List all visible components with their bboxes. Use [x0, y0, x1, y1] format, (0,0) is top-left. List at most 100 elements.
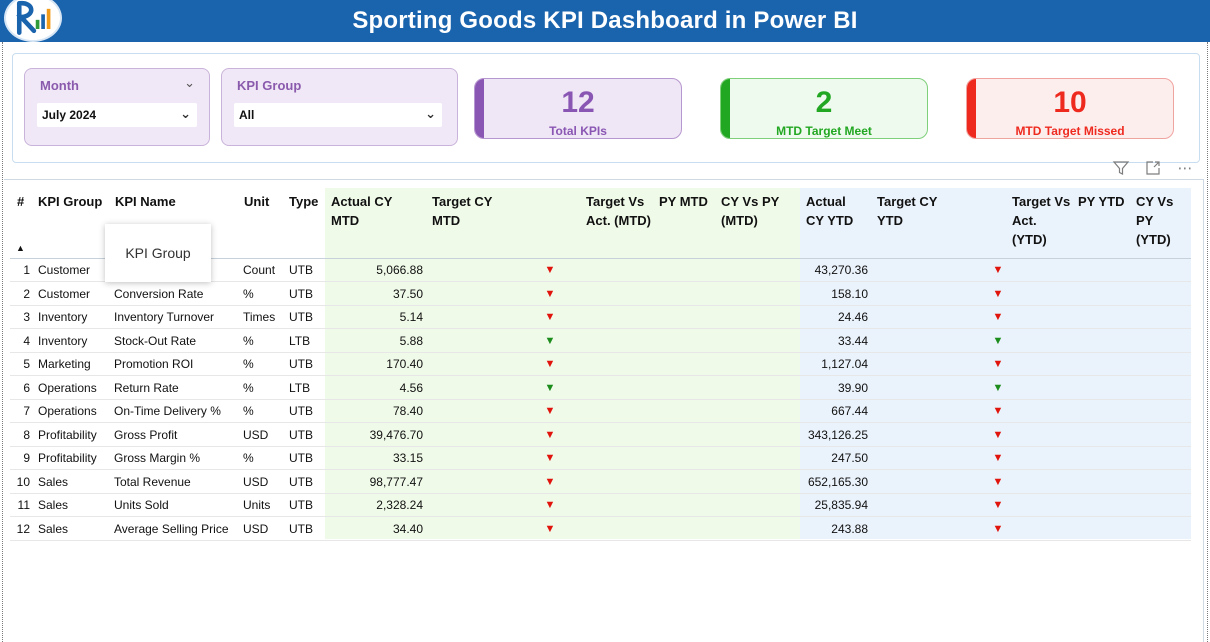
type-cell: UTB: [289, 263, 313, 277]
triangle-down-icon: ▼: [544, 358, 556, 370]
triangle-down-icon: ▼: [544, 475, 556, 488]
slicer-collapse-icon[interactable]: ⌄: [184, 75, 195, 90]
kpi-name-cell: Stock-Out Rate: [114, 333, 197, 348]
table-row[interactable]: 12 Sales Average Selling Price USD UTB 34.40 2…: [10, 518, 1191, 541]
actual-cy-ytd-cell: 343,126.25: [807, 427, 868, 442]
triangle-down-icon: ▼: [992, 287, 1004, 300]
col-header-target-vs-act-mtd[interactable]: Target Vs Act. (MTD): [586, 194, 651, 228]
col-header-kpi-name[interactable]: KPI Name: [115, 194, 176, 209]
mtd-target-meet-value: 2: [815, 86, 833, 119]
kpi-group-cell: Inventory: [38, 310, 88, 324]
actual-cy-mtd-cell: 39,476.70: [369, 427, 423, 442]
card-accent-bar: [475, 79, 484, 138]
kpi-group-cell: Marketing: [38, 357, 91, 371]
actual-cy-ytd-cell: 158.10: [831, 286, 868, 301]
type-cell: UTB: [289, 310, 313, 324]
visual-header-toolbar: ⋯: [1110, 158, 1196, 178]
column-tooltip: KPI Group: [105, 224, 211, 282]
table-row[interactable]: 7 Operations On-Time Delivery %% UTB 78.40 66…: [10, 400, 1191, 423]
kpi-name-cell: Average Selling Price: [114, 521, 229, 536]
table-row[interactable]: 2 Customer Conversion Rate% UTB 37.50 158.10 ▼…: [10, 283, 1191, 306]
month-dropdown[interactable]: July 2024 ⌄: [37, 103, 197, 127]
row-number: 12: [16, 521, 30, 536]
unit-cell: %: [243, 451, 254, 465]
actual-cy-mtd-cell: 5,066.88: [376, 263, 423, 277]
table-header-divider: [10, 258, 1191, 259]
mtd-column-band: [325, 188, 800, 539]
type-cell: LTB: [289, 380, 311, 395]
kpi-group-slicer: KPI Group All ⌄: [221, 68, 458, 146]
actual-cy-mtd-cell: 98,777.47: [369, 474, 423, 489]
ytd-column-band: [800, 188, 1191, 539]
kpi-group-cell: Sales: [38, 474, 69, 489]
table-row[interactable]: 9 Profitability Gross Margin %% UTB 33.15 247…: [10, 447, 1191, 470]
card-accent-bar: [967, 79, 976, 138]
table-row[interactable]: 10 Sales Total Revenue USD UTB 98,777.47 652,1…: [10, 471, 1191, 494]
kpi-group-cell: Profitability: [38, 427, 97, 442]
focus-mode-icon[interactable]: [1142, 158, 1164, 178]
unit-cell: %: [243, 286, 254, 301]
table-row[interactable]: 8 Profitability Gross Profit USD UTB 39,476.7…: [10, 424, 1191, 447]
kpi-group-cell: Customer: [38, 286, 91, 301]
mtd-target-missed-label: MTD Target Missed: [1015, 124, 1125, 138]
col-header-target-cy-ytd[interactable]: Target CY YTD: [877, 194, 938, 228]
dashboard-header: Sporting Goods KPI Dashboard in Power BI: [0, 0, 1210, 42]
col-header-py-ytd[interactable]: PY YTD: [1078, 194, 1125, 209]
col-header-cy-vs-py-ytd[interactable]: CY Vs PY (YTD): [1136, 194, 1174, 247]
col-header-unit[interactable]: Unit: [244, 194, 270, 209]
unit-cell: Times: [243, 310, 276, 324]
type-cell: UTB: [289, 286, 313, 301]
actual-cy-mtd-cell: 37.50: [392, 286, 423, 301]
type-cell: UTB: [289, 427, 313, 442]
more-options-icon[interactable]: ⋯: [1177, 160, 1193, 177]
triangle-down-icon: ▼: [544, 287, 556, 300]
table-row[interactable]: 5 Marketing Promotion ROI% UTB 170.40 1,127.0…: [10, 353, 1191, 376]
col-header-target-cy-mtd[interactable]: Target CY MTD: [432, 194, 493, 228]
table-row[interactable]: 4 Inventory Stock-Out Rate% LTB 5.88 33.44 ▼ ▼: [10, 330, 1191, 353]
report-canvas: [2, 42, 1208, 642]
table-row[interactable]: 3 Inventory Inventory Turnover Times UTB 5.14…: [10, 306, 1191, 329]
row-number: 2: [23, 286, 30, 301]
unit-cell: USD: [243, 521, 269, 536]
kpi-group-cell: Operations: [38, 380, 97, 395]
triangle-down-icon: ▼: [992, 311, 1004, 323]
actual-cy-ytd-cell: 247.50: [831, 451, 868, 465]
triangle-down-icon: ▼: [992, 405, 1004, 417]
kpi-name-cell: Gross Profit: [114, 427, 178, 442]
company-logo-icon: [4, 0, 62, 42]
tooltip-text: KPI Group: [125, 245, 191, 261]
col-header-actual-cy-mtd[interactable]: Actual CY MTD: [331, 194, 393, 228]
col-header-num[interactable]: #: [17, 194, 25, 209]
month-dropdown-value: July 2024: [42, 108, 97, 122]
triangle-down-icon: ▼: [544, 499, 556, 511]
total-kpis-value: 12: [561, 86, 595, 119]
col-header-kpi-group[interactable]: KPI Group: [38, 194, 103, 209]
triangle-up-icon: ▼: [992, 334, 1004, 347]
actual-cy-mtd-cell: 34.40: [392, 521, 423, 536]
col-header-type[interactable]: Type: [289, 194, 319, 209]
sort-ascending-icon[interactable]: ▲: [16, 243, 25, 253]
col-header-target-vs-act-ytd[interactable]: Target Vs Act. (YTD): [1012, 194, 1071, 247]
row-number: 9: [23, 451, 30, 465]
col-header-actual-cy-ytd[interactable]: Actual CY YTD: [806, 194, 854, 228]
triangle-down-icon: ▼: [544, 428, 556, 441]
kpi-group-cell: Sales: [38, 521, 69, 536]
table-row[interactable]: 6 Operations Return Rate% LTB 4.56 39.90 ▼ ▼: [10, 377, 1191, 400]
type-cell: LTB: [289, 333, 311, 348]
actual-cy-mtd-cell: 5.14: [399, 310, 423, 324]
month-slicer: Month ⌄ July 2024 ⌄: [24, 68, 210, 146]
kpi-name-cell: Inventory Turnover: [114, 310, 215, 324]
kpi-name-cell: Return Rate: [114, 380, 179, 395]
triangle-down-icon: ▼: [544, 452, 556, 464]
filter-icon[interactable]: [1110, 158, 1132, 178]
kpi-name-cell: Conversion Rate: [114, 286, 204, 301]
table-row[interactable]: 11 Sales Units Sold Units UTB 2,328.24 25,835.…: [10, 494, 1191, 517]
col-header-py-mtd[interactable]: PY MTD: [659, 194, 708, 209]
kpi-group-dropdown[interactable]: All ⌄: [234, 103, 442, 127]
row-number: 5: [23, 357, 30, 371]
row-number: 4: [23, 333, 30, 348]
type-cell: UTB: [289, 451, 313, 465]
triangle-down-icon: ▼: [544, 522, 556, 535]
triangle-down-icon: ▼: [992, 475, 1004, 488]
col-header-cy-vs-py-mtd[interactable]: CY Vs PY (MTD): [721, 194, 780, 228]
